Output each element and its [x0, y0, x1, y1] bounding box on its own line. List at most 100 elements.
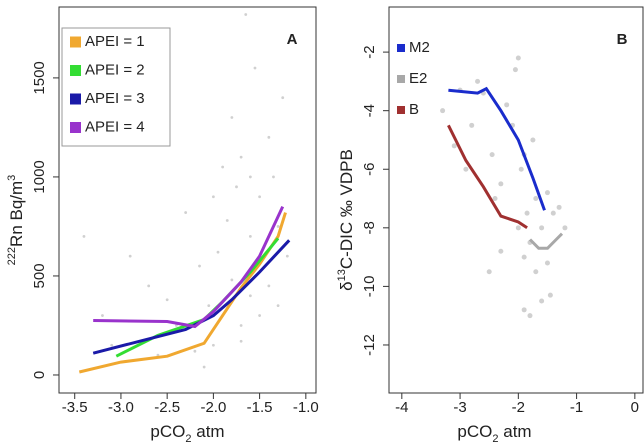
scatter-point	[184, 211, 188, 214]
scatter-point	[475, 78, 481, 84]
legend-label: APEI = 2	[85, 61, 145, 78]
scatter-point	[512, 67, 518, 73]
y-tick-label: -2	[361, 45, 378, 58]
scatter-point	[165, 298, 169, 302]
scatter-point	[207, 304, 211, 308]
scatter-point	[521, 307, 527, 313]
y-tick-label: -4	[361, 104, 378, 117]
scatter-point	[489, 152, 495, 158]
y-tick-label: -6	[361, 163, 378, 176]
scatter-point	[225, 219, 229, 222]
y-tick-label: -10	[361, 276, 378, 298]
x-axis-label: pCO2 atm	[150, 422, 224, 444]
scatter-point	[550, 210, 556, 216]
x-tick-label: -1	[570, 399, 583, 416]
label-part: pCO	[150, 422, 185, 441]
scatter-point	[544, 260, 550, 266]
scatter-point	[504, 102, 510, 108]
scatter-point	[239, 324, 243, 327]
scatter-point	[198, 264, 201, 268]
scatter-point	[221, 165, 225, 169]
scatter-point	[498, 181, 504, 187]
legend-label: E2	[409, 70, 427, 87]
scatter-point	[451, 143, 457, 149]
series-line	[92, 239, 291, 355]
scatter-point	[518, 166, 524, 172]
series-line	[115, 237, 280, 358]
x-tick-label: -1.5	[247, 399, 273, 416]
scatter-point	[521, 254, 527, 260]
label-part: 2	[492, 433, 498, 445]
scatter-point	[556, 204, 562, 210]
scatter-point	[486, 269, 492, 275]
scatter-point	[235, 185, 238, 189]
legend-swatch	[70, 93, 81, 105]
series-line	[528, 232, 564, 250]
scatter-point	[539, 298, 545, 304]
x-tick-label: -3.0	[108, 399, 134, 416]
scatter-point	[239, 339, 243, 343]
label-part: atm	[192, 422, 225, 441]
scatter-point	[211, 343, 215, 347]
legend-swatch	[70, 65, 81, 76]
y-tick-label: 1000	[31, 160, 48, 193]
scatter-point	[515, 55, 521, 61]
legend-swatch	[70, 122, 81, 133]
scatter-point	[110, 343, 114, 347]
label-part: Rn Bq/m	[7, 181, 26, 247]
x-axis-label: pCO2 atm	[457, 422, 531, 444]
label-part: 2	[185, 433, 191, 445]
series-line	[447, 124, 528, 230]
scatter-point	[147, 284, 151, 288]
y-tick-label: 1500	[31, 61, 48, 94]
y-tick-label: -8	[361, 221, 378, 234]
legend-label: APEI = 1	[85, 33, 145, 50]
legend-swatch	[397, 44, 405, 52]
scatter-point	[547, 292, 553, 298]
scatter-point	[544, 190, 550, 196]
scatter-point	[562, 225, 568, 231]
scatter-point	[530, 137, 536, 143]
scatter-point	[248, 294, 252, 298]
legend-label: APEI = 3	[85, 90, 145, 107]
scatter-point	[276, 225, 280, 228]
scatter-point	[258, 195, 262, 199]
series-line	[93, 205, 285, 329]
scatter-point	[539, 225, 545, 231]
y-tick-label: 0	[31, 371, 48, 379]
label-part: δ	[337, 281, 356, 290]
x-tick-label: -3.5	[62, 399, 88, 416]
scatter-point	[244, 13, 248, 16]
scatter-point	[193, 349, 197, 353]
scatter-point	[216, 250, 220, 254]
y-tick-label: -12	[361, 334, 378, 356]
label-part: C-DIC ‰ VDPB	[337, 149, 356, 269]
legend-label: M2	[409, 39, 430, 56]
x-tick-label: -4	[395, 399, 408, 416]
label-part: 3	[6, 175, 18, 181]
scatter-point	[101, 314, 104, 317]
scatter-point	[515, 225, 521, 231]
label-part: pCO	[457, 422, 492, 441]
y-axis-label: δ13C-DIC ‰ VDPB	[336, 149, 357, 291]
series-line	[448, 86, 546, 211]
scatter-point	[533, 196, 539, 202]
scatter-point	[248, 175, 252, 179]
plot-frame	[388, 6, 644, 394]
label-part: atm	[499, 422, 532, 441]
legend-label: B	[409, 101, 419, 118]
scatter-point	[82, 234, 86, 238]
scatter-point	[230, 116, 234, 119]
scatter-point	[267, 284, 271, 288]
scatter-point	[272, 175, 275, 179]
plot-frame	[58, 6, 317, 394]
y-axis-label: 222Rn Bq/m3	[6, 175, 27, 266]
scatter-point	[527, 313, 533, 319]
panel-label: A	[287, 31, 298, 48]
scatter-point	[276, 304, 280, 308]
scatter-point	[128, 254, 132, 258]
scatter-point	[253, 66, 257, 70]
scatter-point	[524, 210, 530, 216]
legend-swatch	[397, 106, 405, 114]
